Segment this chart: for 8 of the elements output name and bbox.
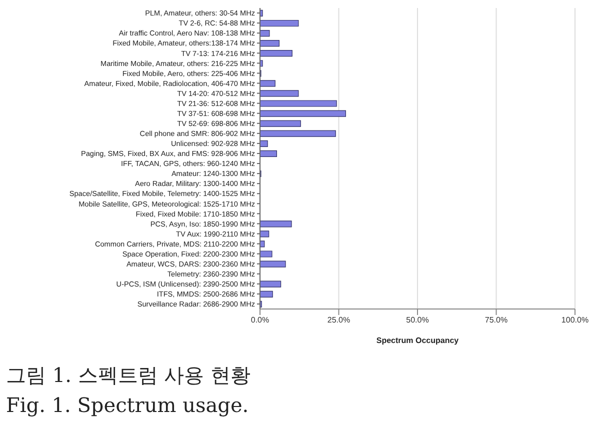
x-tick-label: 100.0% [561, 316, 589, 325]
x-tick-label: 0.0% [250, 316, 270, 325]
x-axis-title: Spectrum Occupancy [376, 336, 460, 345]
x-tick-label: 25.0% [327, 316, 350, 325]
x-tick-label: 75.0% [484, 316, 508, 325]
caption: 그림 1. 스펙트럼 사용 현황 [6, 362, 251, 389]
caption: Fig. 1. Spectrum usage. [6, 392, 250, 419]
x-tick-label: 50.0% [406, 316, 429, 325]
